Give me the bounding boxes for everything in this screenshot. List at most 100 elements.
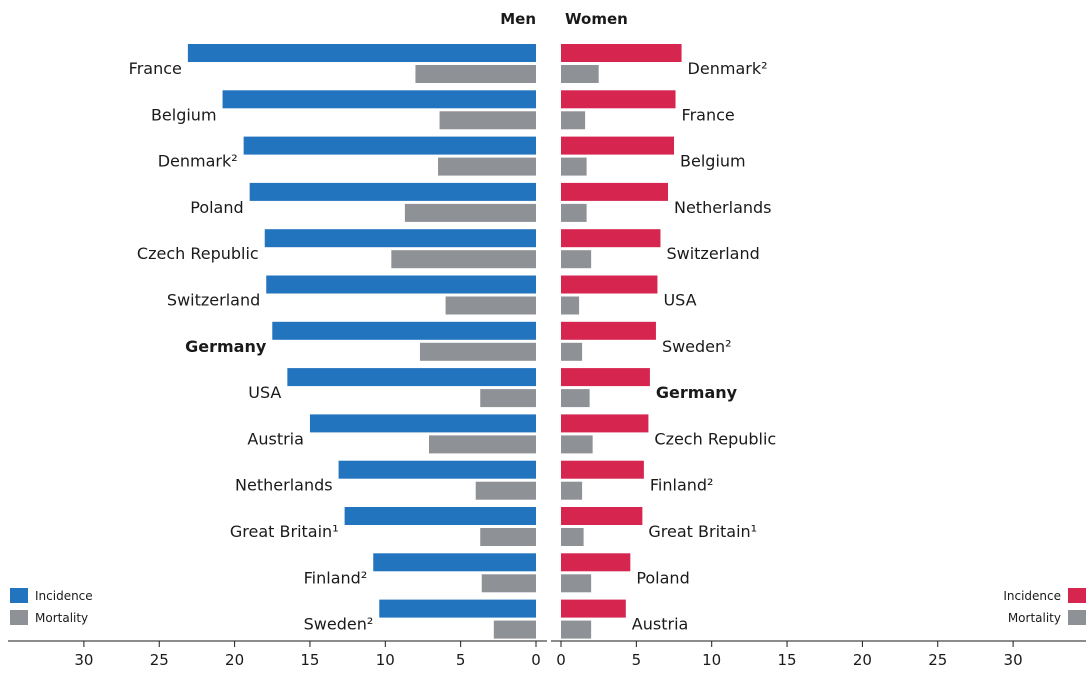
men-header: Men [500,10,536,28]
women-incidence-bar-denmark [561,44,682,62]
women-mortality-bar-sweden [561,342,583,361]
women-country-label: Netherlands [674,198,772,217]
men-incidence-bar-denmark [243,136,536,155]
men-incidence-bar-france [187,44,536,62]
men-country-label: Belgium [151,105,217,124]
women-incidence-bar-czech-republic [561,414,649,433]
women-tick-label: 0 [556,651,566,669]
men-country-label: Poland [190,198,243,217]
women-country-label: Poland [636,568,689,587]
women-incidence-bar-austria [561,599,626,618]
men-country-label: Austria [247,429,304,448]
men-mortality-bar-austria [429,435,536,454]
women-country-label: Germany [656,383,738,402]
men-mortality-bar-usa [480,389,536,408]
men-country-label: Switzerland [167,291,260,310]
women-mortality-bar-finland [561,481,583,500]
men-incidence-bar-austria [309,414,536,433]
women-mortality-bar-usa [561,296,580,315]
women-tick-label: 10 [702,651,721,669]
men-country-label: USA [248,383,281,402]
legend-label-incidence-right: Incidence [1003,589,1061,603]
men-incidence-bar-czech-republic [264,229,536,248]
men-tick-label: 5 [456,651,466,669]
women-incidence-bar-netherlands [561,182,668,201]
men-tick-label: 10 [376,651,395,669]
men-tick-label: 15 [300,651,319,669]
women-tick-label: 15 [778,651,797,669]
women-country-label: Switzerland [666,244,759,263]
women-incidence-bar-poland [561,553,631,572]
women-incidence-bar-france [561,90,676,109]
men-mortality-bar-netherlands [475,481,536,500]
women-header: Women [565,10,628,28]
women-mortality-bar-poland [561,574,592,593]
women-country-label: Belgium [680,152,746,171]
men-incidence-bar-switzerland [266,275,536,294]
women-mortality-bar-germany [561,389,590,408]
men-mortality-bar-czech-republic [391,250,536,269]
women-bars: Denmark² France Belgium Netherlands Switzerl… [561,44,776,639]
women-mortality-bar-france [561,111,586,130]
men-mortality-bar-switzerland [445,296,536,315]
women-incidence-bar-belgium [561,136,675,155]
women-tick-label: 5 [632,651,642,669]
men-tick-label: 25 [150,651,169,669]
women-country-label: France [682,105,735,124]
women-country-label: Austria [632,615,689,634]
men-incidence-bar-belgium [222,90,536,109]
women-incidence-bar-usa [561,275,658,294]
men-country-label: Great Britain¹ [230,522,339,541]
legend-label-incidence: Incidence [35,589,93,603]
men-mortality-bar-germany [419,342,536,361]
men-incidence-bar-usa [287,368,536,387]
women-incidence-bar-germany [561,368,650,387]
legend-swatch-incidence-men [10,588,28,603]
men-country-label: Denmark² [158,152,238,171]
women-country-label: Finland² [650,476,714,495]
men-country-label: Czech Republic [137,244,259,263]
x-axis: 30 25 20 15 10 5 0 0 5 10 15 20 25 30 [8,640,1086,669]
men-incidence-bar-poland [249,182,537,201]
legend-swatch-incidence-women [1068,588,1086,603]
women-incidence-bar-sweden [561,321,656,340]
men-country-label: Sweden² [304,615,374,634]
women-tick-label: 30 [1004,651,1023,669]
women-country-label: Sweden² [662,337,732,356]
men-incidence-bar-netherlands [338,460,536,479]
men-mortality-bar-belgium [439,111,536,130]
men-tick-label: 30 [74,651,93,669]
women-country-label: Czech Republic [654,429,776,448]
men-country-label: Netherlands [235,476,333,495]
women-incidence-bar-great-britain [561,507,643,525]
men-mortality-bar-denmark [438,157,536,176]
legend-swatch-mortality [10,610,28,625]
men-country-label: Germany [185,337,267,356]
women-country-label: USA [663,291,696,310]
women-tick-label: 25 [928,651,947,669]
women-tick-label: 20 [853,651,872,669]
men-mortality-bar-sweden [493,620,536,639]
legend-swatch-mortality-right [1068,610,1086,625]
women-incidence-bar-finland [561,460,644,479]
men-mortality-bar-finland [481,574,536,593]
women-mortality-bar-czech-republic [561,435,593,454]
men-incidence-bar-sweden [379,599,536,618]
women-mortality-bar-switzerland [561,250,592,269]
women-mortality-bar-austria [561,620,592,639]
women-mortality-bar-netherlands [561,203,587,222]
men-incidence-bar-germany [272,321,536,340]
men-country-label: Finland² [304,568,368,587]
men-mortality-bar-great-britain [480,528,536,546]
legend-right: Incidence Mortality [1003,588,1086,625]
men-incidence-bar-finland [373,553,536,572]
men-tick-label: 0 [531,651,541,669]
men-incidence-bar-great-britain [344,507,536,525]
women-mortality-bar-denmark [561,65,599,83]
legend-left: Incidence Mortality [10,588,93,625]
legend-label-mortality-right: Mortality [1008,611,1061,625]
men-tick-label: 20 [225,651,244,669]
legend-label-mortality: Mortality [35,611,88,625]
women-incidence-bar-switzerland [561,229,661,248]
